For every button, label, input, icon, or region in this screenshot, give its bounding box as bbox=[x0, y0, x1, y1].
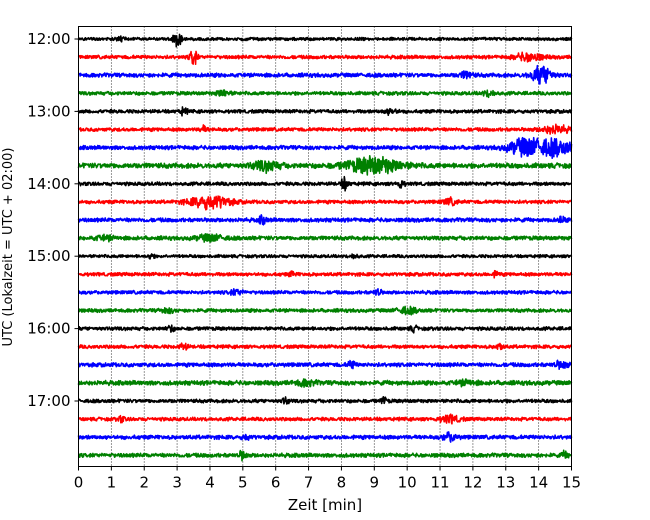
trace-line bbox=[77, 342, 573, 351]
trace-line bbox=[77, 106, 573, 117]
y-axis-label: UTC (Lokalzeit = UTC + 02:00) bbox=[1, 148, 16, 347]
y-tick-label: 12:00 bbox=[27, 30, 70, 48]
trace-line bbox=[77, 324, 573, 334]
x-axis-label: Zeit [min] bbox=[288, 496, 362, 514]
x-tick-label: 12 bbox=[463, 474, 482, 492]
trace-line bbox=[78, 89, 573, 99]
trace-line bbox=[77, 195, 572, 211]
y-tick-label: 14:00 bbox=[27, 175, 70, 193]
trace-line bbox=[78, 395, 573, 405]
trace-line bbox=[77, 413, 572, 425]
trace-line bbox=[77, 50, 573, 66]
trace-line bbox=[77, 233, 573, 243]
x-tick-label: 13 bbox=[496, 474, 515, 492]
x-tick-label: 10 bbox=[398, 474, 417, 492]
plot-frame bbox=[78, 26, 572, 467]
y-tick-label: 17:00 bbox=[27, 392, 70, 410]
x-tick-label: 5 bbox=[238, 474, 248, 492]
x-tick-label: 1 bbox=[107, 474, 117, 492]
x-tick-label: 2 bbox=[139, 474, 149, 492]
y-axis-ticks: 12:00 13:00 14:00 15:00 16:00 17:00 bbox=[27, 30, 79, 410]
trace-line bbox=[77, 449, 573, 462]
y-tick-label: 16:00 bbox=[27, 320, 70, 338]
trace-line bbox=[78, 253, 573, 260]
trace-line bbox=[77, 269, 573, 279]
trace-line bbox=[77, 175, 573, 192]
x-tick-label: 4 bbox=[205, 474, 215, 492]
x-tick-label: 8 bbox=[337, 474, 347, 492]
trace-line bbox=[77, 378, 573, 388]
trace-line bbox=[77, 431, 573, 443]
seismic-traces bbox=[77, 33, 573, 462]
y-tick-label: 13:00 bbox=[27, 102, 70, 120]
y-tick-label: 15:00 bbox=[27, 247, 70, 265]
trace-line bbox=[77, 305, 573, 316]
trace-line bbox=[77, 123, 573, 135]
x-tick-label: 14 bbox=[529, 474, 548, 492]
x-tick-label: 6 bbox=[271, 474, 281, 492]
trace-line bbox=[77, 33, 573, 48]
x-tick-label: 3 bbox=[172, 474, 182, 492]
x-tick-label: 15 bbox=[562, 474, 581, 492]
trace-line bbox=[77, 155, 573, 176]
x-tick-label: 7 bbox=[304, 474, 314, 492]
x-axis-ticks: 0 1 2 3 4 5 6 7 8 9 10 11 12 13 14 15 bbox=[74, 466, 581, 492]
trace-line bbox=[77, 359, 572, 370]
x-tick-label: 0 bbox=[74, 474, 84, 492]
trace-line bbox=[77, 214, 573, 226]
x-tick-label: 9 bbox=[370, 474, 380, 492]
trace-line bbox=[77, 287, 573, 296]
trace-line bbox=[77, 64, 573, 85]
vertical-grid-lines bbox=[110, 26, 540, 467]
x-tick-label: 11 bbox=[430, 474, 449, 492]
trace-line bbox=[77, 136, 573, 159]
